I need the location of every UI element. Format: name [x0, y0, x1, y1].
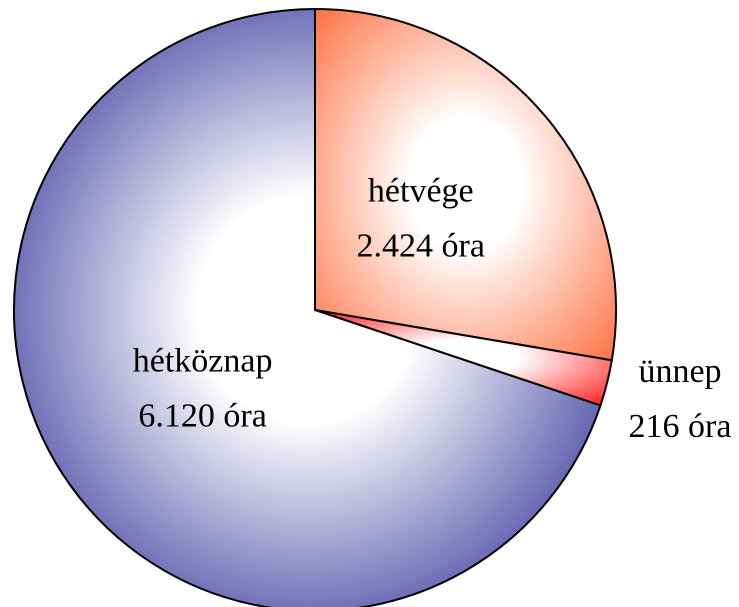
slice-label: ünnep — [638, 353, 721, 390]
pie-slice — [13, 7, 602, 607]
slice-label: hétvége — [368, 172, 474, 209]
slice-value-label: 6.120 óra — [138, 398, 266, 435]
slice-label: hétköznap — [133, 343, 273, 380]
slice-value-label: 2.424 óra — [357, 227, 485, 264]
pie-slice — [314, 7, 617, 362]
slice-value-label: 216 óra — [629, 408, 732, 445]
